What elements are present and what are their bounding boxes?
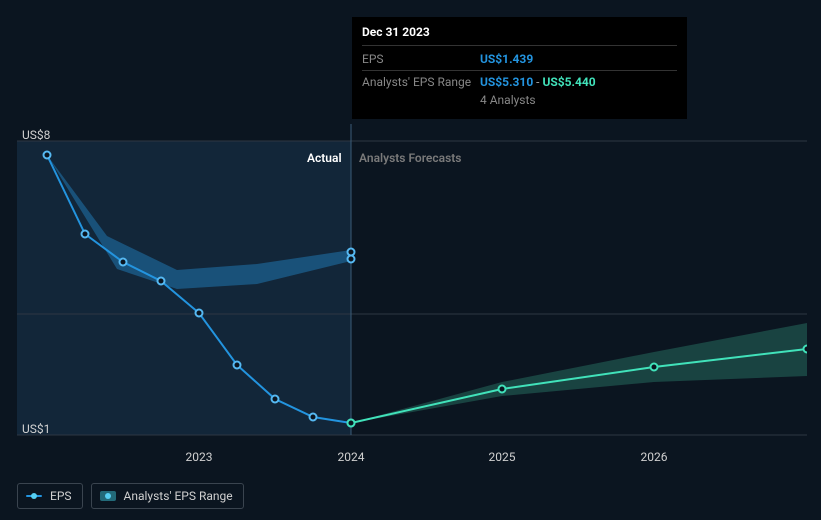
tooltip-analysts: 4 Analysts	[480, 93, 536, 107]
chart-svg	[17, 124, 807, 466]
tooltip-row-analysts: 4 Analysts	[362, 91, 677, 109]
legend-range-label: Analysts' EPS Range	[124, 489, 233, 503]
legend-eps-swatch-icon	[26, 495, 42, 497]
tooltip-range-high: US$5.440	[542, 75, 595, 89]
tooltip-range-label: Analysts' EPS Range	[362, 75, 480, 89]
tooltip-eps-label: EPS	[362, 52, 480, 66]
legend: EPS Analysts' EPS Range	[17, 483, 244, 509]
legend-eps-label: EPS	[50, 489, 72, 503]
tooltip-spacer	[362, 93, 480, 107]
tooltip-range-low: US$5.310	[480, 75, 533, 89]
tooltip-range-value: US$5.310 - US$5.440	[480, 75, 596, 89]
tooltip-date: Dec 31 2023	[362, 25, 677, 46]
y-axis-label: US$8	[22, 128, 50, 142]
eps-chart[interactable]: US$8 US$1 Actual Analysts Forecasts 2023 20…	[17, 124, 807, 466]
tooltip-row-range: Analysts' EPS Range US$5.310 - US$5.440	[362, 73, 677, 91]
x-axis-label: 2025	[489, 450, 516, 464]
tooltip-eps-value: US$1.439	[480, 52, 533, 66]
x-axis-label: 2023	[186, 450, 213, 464]
tooltip: Dec 31 2023 EPS US$1.439 Analysts' EPS R…	[352, 17, 687, 119]
legend-eps[interactable]: EPS	[17, 483, 83, 509]
tooltip-row-eps: EPS US$1.439	[362, 50, 677, 71]
x-axis-label: 2026	[641, 450, 668, 464]
region-label-actual: Actual	[307, 151, 342, 165]
x-axis-label: 2024	[338, 450, 365, 464]
legend-range[interactable]: Analysts' EPS Range	[91, 483, 244, 509]
y-axis-label: US$1	[22, 422, 50, 436]
legend-range-swatch-icon	[100, 491, 116, 501]
region-label-forecast: Analysts Forecasts	[359, 151, 461, 165]
